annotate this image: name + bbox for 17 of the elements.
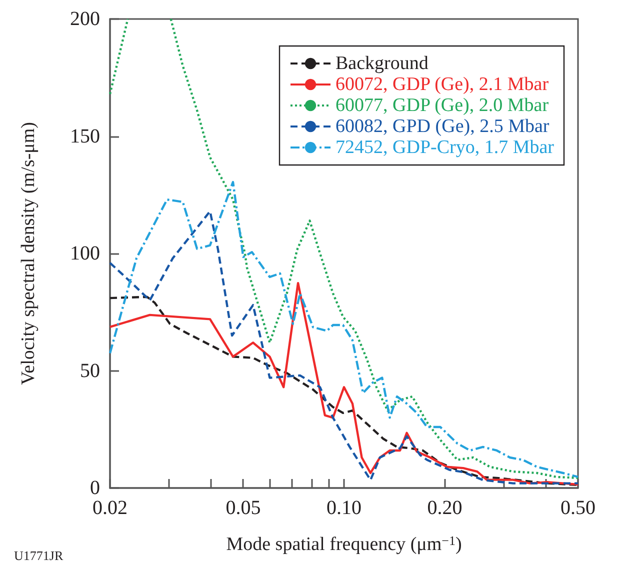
x-tick-label: 0.20 (427, 497, 462, 519)
legend-label: 72452, GDP-Cryo, 1.7 Mbar (336, 137, 555, 158)
y-tick-label: 50 (80, 360, 100, 382)
legend-label: 60082, GPD (Ge), 2.5 Mbar (336, 116, 550, 137)
legend-label: 60072, GDP (Ge), 2.1 Mbar (336, 74, 550, 95)
x-tick-label: 0.05 (226, 497, 261, 519)
y-tick-label: 200 (70, 8, 100, 30)
legend-label: 60077, GDP (Ge), 2.0 Mbar (336, 95, 550, 116)
x-tick-label: 0.10 (326, 497, 362, 519)
x-tick-label: 0.02 (92, 497, 128, 519)
y-tick-label: 100 (70, 242, 100, 264)
y-tick-label: 150 (70, 125, 100, 148)
y-axis-title: Velocity spectral density (m/s-μm) (18, 122, 39, 385)
x-tick-label: 0.50 (560, 497, 596, 519)
text: U1771JR (14, 548, 64, 564)
y-tick-label: 0 (90, 477, 100, 499)
legend-label: Background (336, 53, 429, 74)
